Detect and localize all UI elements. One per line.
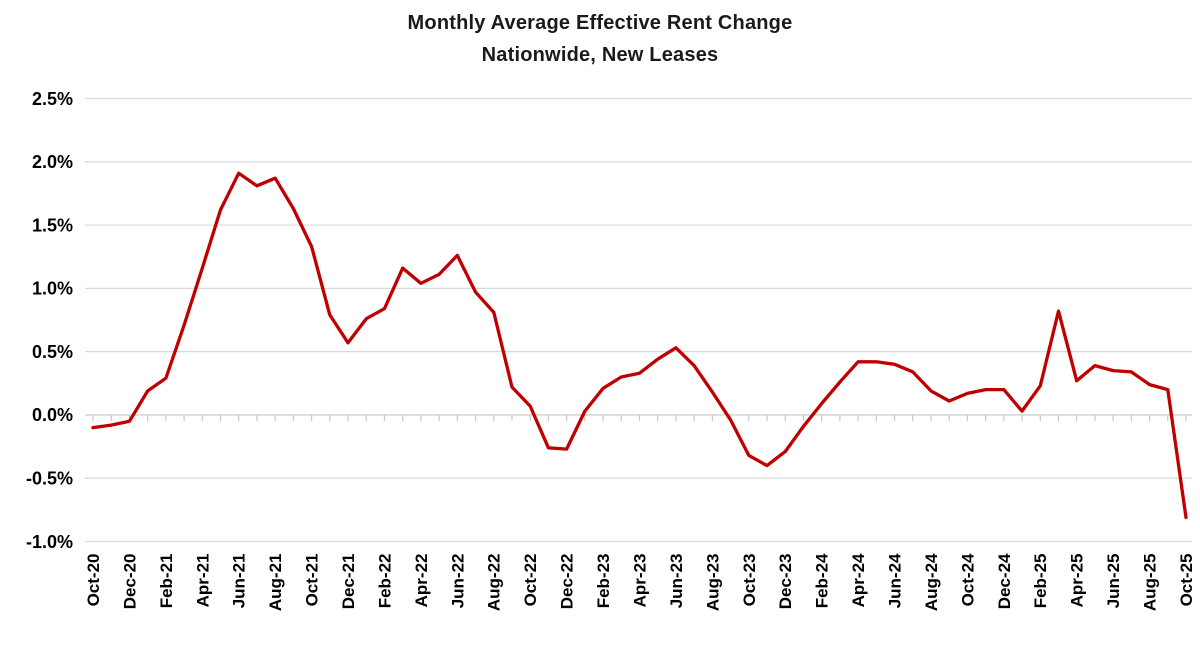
- svg-text:Dec-22: Dec-22: [558, 554, 577, 610]
- svg-text:Oct-20: Oct-20: [84, 554, 103, 607]
- svg-text:Dec-24: Dec-24: [995, 553, 1014, 609]
- svg-text:Apr-22: Apr-22: [412, 554, 431, 608]
- svg-text:0.0%: 0.0%: [32, 405, 73, 425]
- svg-text:Jun-21: Jun-21: [230, 554, 249, 609]
- x-tick-labels: Oct-20 Dec-20 Feb-21 Apr-21 Jun-21 Aug-21 Oct-…: [84, 553, 1196, 611]
- svg-text:Oct-23: Oct-23: [740, 554, 759, 607]
- svg-text:Aug-21: Aug-21: [266, 554, 285, 612]
- svg-text:2.0%: 2.0%: [32, 152, 73, 172]
- svg-text:2.5%: 2.5%: [32, 89, 73, 109]
- svg-text:Aug-25: Aug-25: [1141, 554, 1160, 612]
- svg-text:Jun-23: Jun-23: [667, 554, 686, 609]
- svg-text:Aug-23: Aug-23: [703, 554, 722, 612]
- chart-title: Monthly Average Effective Rent Change: [407, 12, 793, 34]
- svg-text:-1.0%: -1.0%: [26, 532, 73, 552]
- svg-text:Apr-24: Apr-24: [849, 553, 868, 607]
- svg-text:Dec-20: Dec-20: [120, 554, 139, 610]
- svg-text:Feb-24: Feb-24: [813, 553, 832, 608]
- svg-text:Oct-25: Oct-25: [1177, 554, 1196, 607]
- svg-text:Jun-25: Jun-25: [1104, 554, 1123, 609]
- svg-text:Aug-22: Aug-22: [485, 554, 504, 612]
- svg-text:Feb-25: Feb-25: [1031, 554, 1050, 609]
- svg-text:Dec-21: Dec-21: [339, 554, 358, 610]
- svg-text:Apr-21: Apr-21: [193, 554, 212, 608]
- svg-text:Feb-21: Feb-21: [157, 554, 176, 609]
- svg-text:Oct-22: Oct-22: [521, 554, 540, 607]
- rent-change-line: [91, 171, 1188, 520]
- svg-text:Dec-23: Dec-23: [776, 554, 795, 610]
- svg-text:Jun-24: Jun-24: [885, 553, 904, 608]
- svg-text:Aug-24: Aug-24: [922, 553, 941, 611]
- svg-text:Oct-21: Oct-21: [303, 554, 322, 607]
- svg-text:0.5%: 0.5%: [32, 342, 73, 362]
- x-axis-ticks: [92, 414, 1187, 421]
- gridlines: [85, 97, 1192, 543]
- svg-text:1.0%: 1.0%: [32, 279, 73, 299]
- svg-text:Apr-25: Apr-25: [1068, 554, 1087, 608]
- y-tick-labels: 2.5% 2.0% 1.5% 1.0% 0.5% 0.0% -0.5% -1.0%: [26, 89, 73, 552]
- svg-text:-0.5%: -0.5%: [26, 469, 73, 489]
- svg-text:Apr-23: Apr-23: [630, 554, 649, 608]
- svg-text:Oct-24: Oct-24: [958, 553, 977, 606]
- svg-text:Feb-23: Feb-23: [594, 554, 613, 609]
- svg-text:Feb-22: Feb-22: [375, 554, 394, 609]
- svg-text:1.5%: 1.5%: [32, 215, 73, 235]
- svg-text:Jun-22: Jun-22: [448, 554, 467, 609]
- chart-subtitle: Nationwide, New Leases: [481, 44, 719, 66]
